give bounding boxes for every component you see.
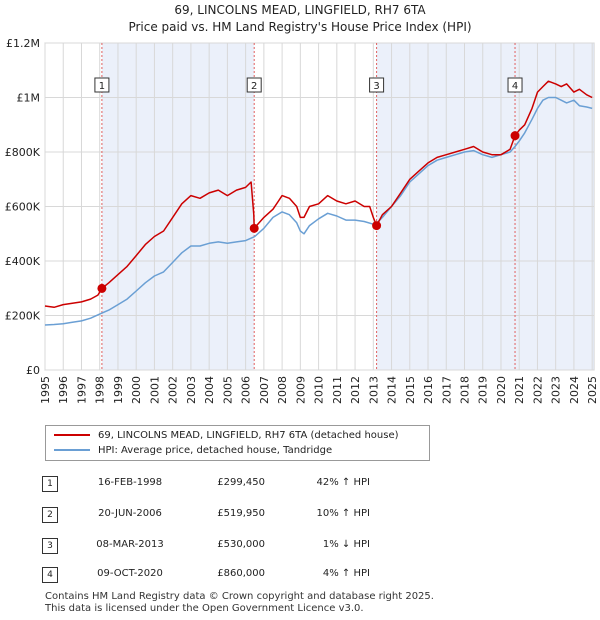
- transaction-point: [510, 131, 520, 141]
- legend-label-hpi: HPI: Average price, detached house, Tand…: [98, 445, 333, 456]
- footer-licence: This data is licensed under the Open Gov…: [45, 603, 364, 614]
- x-tick-label: 2013: [367, 376, 380, 404]
- transaction-hpi-change: 42% ↑ HPI: [316, 477, 370, 488]
- transaction-marker-number: 4: [512, 81, 518, 92]
- x-tick-label: 2015: [404, 376, 417, 404]
- transaction-badge: 2: [42, 507, 58, 523]
- transaction-date: 20-JUN-2006: [98, 508, 162, 519]
- x-tick-label: 2016: [422, 376, 435, 404]
- price-chart: £0 £200K £400K £600K £800K £1M £1.2M 1995 1996 19…: [5, 37, 599, 404]
- transaction-row: 4 09-OCT-2020 £860,000 4% ↑ HPI: [0, 567, 600, 585]
- x-tick-label: 1998: [94, 376, 107, 404]
- x-tick-label: 2003: [185, 376, 198, 404]
- transaction-date: 16-FEB-1998: [97, 477, 163, 488]
- transaction-marker-box: [94, 77, 110, 93]
- x-tick-label: 1996: [57, 376, 70, 404]
- transaction-hpi-change: 10% ↑ HPI: [316, 508, 370, 519]
- x-tick-label: 2017: [440, 376, 453, 404]
- legend-item-hpi: HPI: Average price, detached house, Tand…: [54, 444, 332, 458]
- transaction-point: [97, 283, 107, 293]
- transaction-point: [372, 221, 382, 231]
- x-tick-label: 2020: [495, 376, 508, 404]
- transaction-badge: 3: [42, 538, 58, 554]
- transaction-price: £530,000: [217, 539, 265, 550]
- legend-swatch-property: [54, 434, 90, 436]
- x-tick-label: 2005: [221, 376, 234, 404]
- legend-item-property: 69, LINCOLNS MEAD, LINGFIELD, RH7 6TA (d…: [54, 429, 399, 443]
- transaction-marker-number: 3: [373, 81, 379, 92]
- x-tick-label: 2021: [513, 376, 526, 404]
- y-tick-label: £400K: [5, 255, 41, 268]
- y-tick-label: £1.2M: [6, 37, 40, 50]
- chart-title: 69, LINCOLNS MEAD, LINGFIELD, RH7 6TA: [174, 3, 426, 17]
- x-tick-label: 2004: [203, 376, 216, 404]
- transaction-price: £860,000: [217, 568, 265, 579]
- transaction-price: £299,450: [217, 477, 265, 488]
- hpi-line: [44, 96, 593, 326]
- transaction-marker-box: [246, 77, 262, 93]
- x-tick-label: 2024: [568, 376, 581, 404]
- x-tick-label: 2008: [276, 376, 289, 404]
- y-tick-label: £600K: [5, 201, 41, 214]
- y-tick-label: £0: [26, 364, 40, 377]
- x-tick-label: 2001: [148, 376, 161, 404]
- legend-label-property: 69, LINCOLNS MEAD, LINGFIELD, RH7 6TA (d…: [98, 430, 399, 441]
- chart-subtitle: Price paid vs. HM Land Registry's House …: [128, 20, 472, 34]
- transaction-badge: 1: [42, 476, 58, 492]
- x-tick-label: 2007: [258, 376, 271, 404]
- x-tick-label: 2019: [477, 376, 490, 404]
- y-tick-label: £200K: [5, 310, 41, 323]
- transaction-badge: 4: [42, 567, 58, 583]
- x-tick-label: 1997: [75, 376, 88, 404]
- transaction-row: 3 08-MAR-2013 £530,000 1% ↓ HPI: [0, 538, 600, 556]
- x-tick-label: 2011: [331, 376, 344, 404]
- transaction-point: [249, 223, 259, 233]
- x-tick-label: 2010: [313, 376, 326, 404]
- x-tick-label: 2012: [349, 376, 362, 404]
- x-tick-label: 2014: [386, 376, 399, 404]
- transaction-price: £519,950: [217, 508, 265, 519]
- transaction-hpi-change: 4% ↑ HPI: [322, 568, 370, 579]
- transaction-marker-number: 2: [251, 81, 257, 92]
- transaction-hpi-change: 1% ↓ HPI: [322, 539, 370, 550]
- x-tick-label: 2009: [294, 376, 307, 404]
- transaction-marker-box: [507, 77, 523, 93]
- x-tick-label: 1999: [112, 376, 125, 404]
- transaction-marker-number: 1: [99, 81, 105, 92]
- y-tick-label: £800K: [5, 146, 41, 159]
- y-tick-label: £1M: [17, 92, 41, 105]
- x-tick-label: 1995: [39, 376, 52, 404]
- transaction-row: 2 20-JUN-2006 £519,950 10% ↑ HPI: [0, 507, 600, 525]
- x-tick-label: 2002: [167, 376, 180, 404]
- x-tick-label: 2025: [586, 376, 599, 404]
- x-tick-label: 2018: [459, 376, 472, 404]
- transaction-date: 09-OCT-2020: [97, 568, 163, 579]
- footer-copyright: Contains HM Land Registry data © Crown c…: [45, 591, 434, 602]
- property-price-line: [44, 80, 593, 309]
- chart-legend: 69, LINCOLNS MEAD, LINGFIELD, RH7 6TA (d…: [45, 425, 430, 461]
- transaction-date: 08-MAR-2013: [96, 539, 164, 550]
- legend-swatch-hpi: [54, 449, 90, 451]
- x-tick-label: 2006: [240, 376, 253, 404]
- transaction-marker-box: [369, 77, 385, 93]
- transaction-row: 1 16-FEB-1998 £299,450 42% ↑ HPI: [0, 476, 600, 494]
- x-tick-label: 2000: [130, 376, 143, 404]
- x-tick-label: 2023: [550, 376, 563, 404]
- x-tick-label: 2022: [531, 376, 544, 404]
